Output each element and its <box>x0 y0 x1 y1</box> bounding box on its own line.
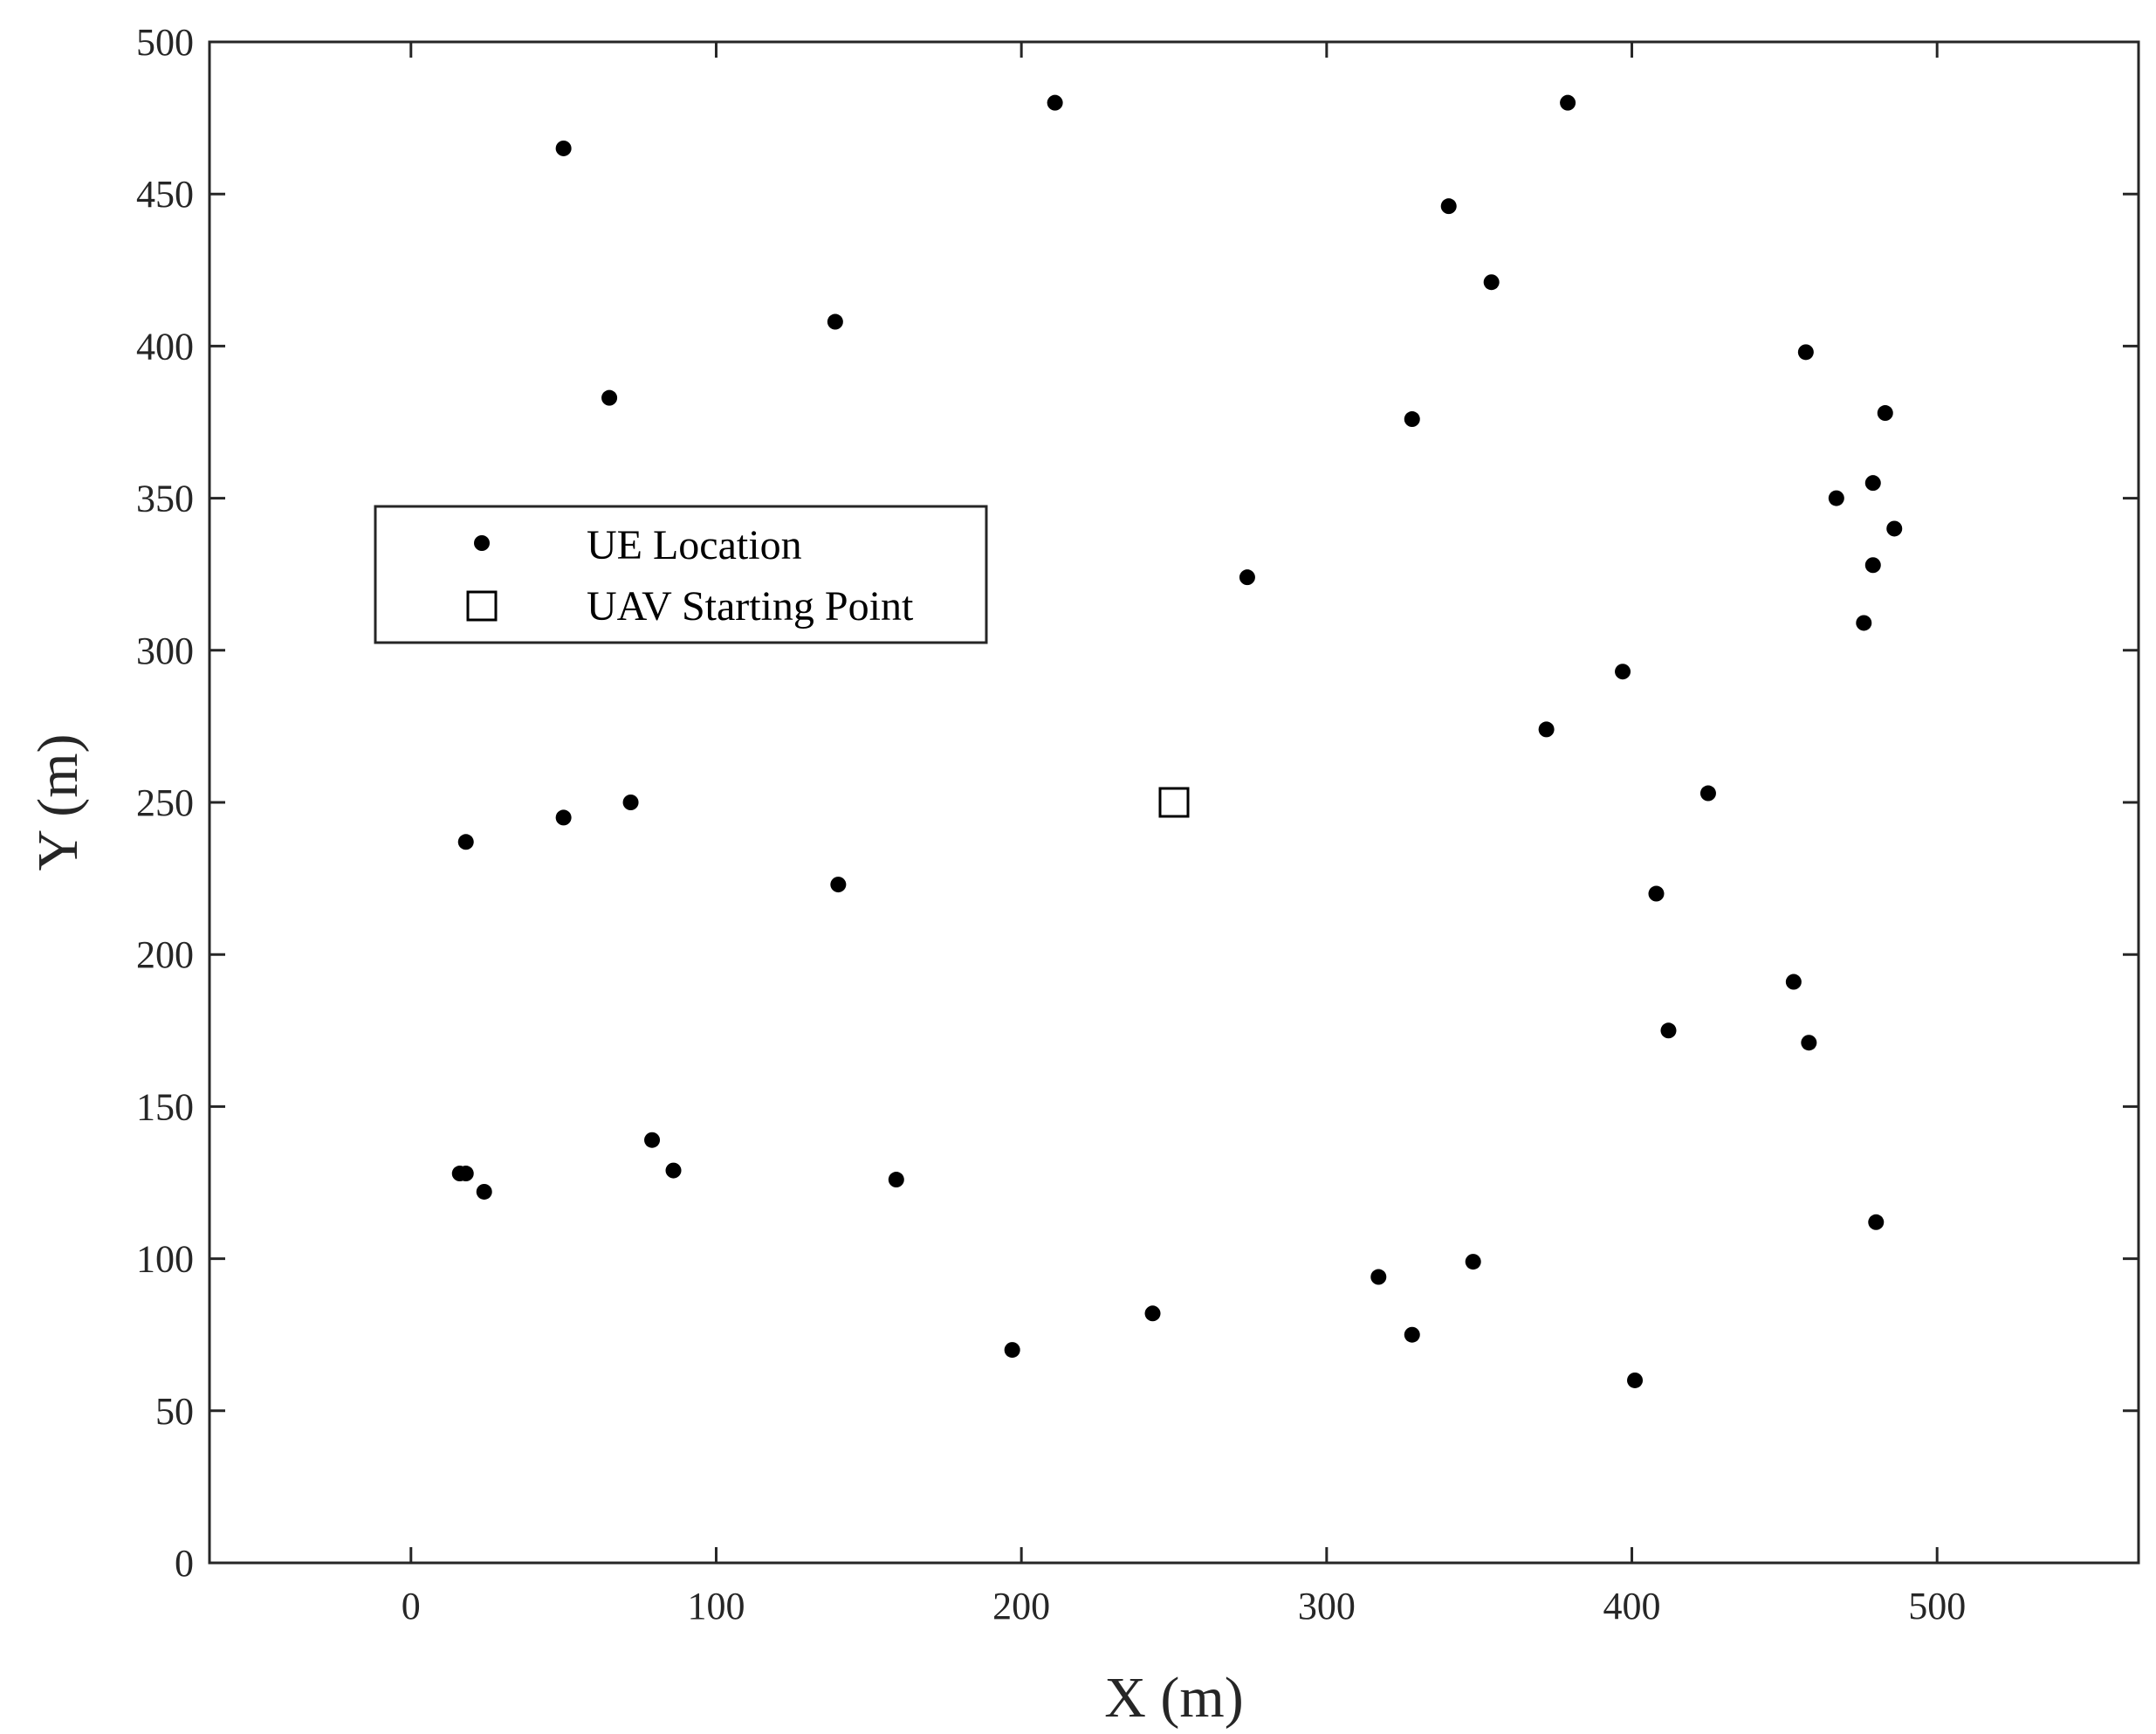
ue-location-point <box>1615 664 1631 680</box>
ue-location-point <box>1538 721 1555 738</box>
ue-location-point <box>457 834 474 850</box>
ue-location-point <box>1440 198 1457 215</box>
legend-marker-uav-starting-point <box>466 590 498 622</box>
y-tick-label: 450 <box>136 173 194 216</box>
legend-label-ue-location: UE Location <box>587 522 802 568</box>
ue-location-point <box>555 809 572 826</box>
ue-location-point <box>1828 490 1844 506</box>
y-tick-label: 0 <box>175 1542 194 1585</box>
ue-location-point <box>601 389 618 406</box>
ue-location-point <box>1699 785 1716 802</box>
ue-location-point <box>555 140 572 156</box>
ue-location-point <box>1868 1214 1885 1230</box>
ue-location-point <box>665 1162 682 1179</box>
ue-location-point <box>644 1132 661 1148</box>
x-tick-label: 500 <box>1908 1585 1966 1627</box>
ue-location-point <box>1404 1326 1420 1343</box>
y-tick-label: 250 <box>136 781 194 824</box>
ue-location-point <box>622 795 639 810</box>
ue-location-point <box>1864 557 1881 574</box>
ue-location-point <box>827 313 843 330</box>
y-tick-label: 350 <box>136 478 194 520</box>
ue-location-point <box>1785 974 1802 990</box>
ue-location-point <box>1560 94 1576 111</box>
legend: UE Location UAV Starting Point <box>374 505 988 644</box>
ue-location-point <box>1144 1305 1161 1322</box>
x-axis-ticks: 0 100 200 300 400 500 <box>402 42 1966 1627</box>
x-axis-label: X (m) <box>1104 1666 1243 1730</box>
ue-location-point <box>1856 615 1872 631</box>
ue-location-point <box>1648 885 1665 902</box>
ue-location-point <box>1047 94 1063 111</box>
legend-label-uav-starting-point: UAV Starting Point <box>587 583 914 630</box>
y-axis-label: Y (m) <box>26 733 90 870</box>
ue-location-point <box>888 1172 904 1188</box>
x-tick-label: 300 <box>1298 1585 1356 1627</box>
ue-location-point <box>476 1183 492 1200</box>
ue-location-point <box>1465 1254 1481 1270</box>
ue-location-point <box>1627 1372 1644 1388</box>
ue-location-point <box>1660 1022 1677 1039</box>
y-tick-label: 100 <box>136 1238 194 1281</box>
y-axis-ticks: 0 50 100 150 200 250 300 350 400 450 500 <box>136 21 2139 1585</box>
ue-location-point <box>457 1166 474 1182</box>
x-tick-label: 0 <box>402 1585 421 1627</box>
ue-location-point <box>1404 411 1420 428</box>
y-tick-label: 300 <box>136 630 194 672</box>
legend-marker-ue-location <box>474 535 490 551</box>
ue-location-point <box>1004 1342 1020 1359</box>
plot-area-frame <box>208 40 2140 1565</box>
ue-location-point <box>1801 1035 1817 1051</box>
y-tick-label: 150 <box>136 1085 194 1128</box>
ue-location-point <box>1239 569 1255 586</box>
x-tick-label: 100 <box>687 1585 745 1627</box>
ue-location-point <box>830 877 847 893</box>
x-tick-label: 400 <box>1603 1585 1661 1627</box>
ue-location-point <box>1864 475 1881 492</box>
ue-location-point <box>1797 344 1814 361</box>
ue-location-point <box>1886 520 1903 537</box>
ue-location-point <box>1483 274 1500 291</box>
uav-starting-point-marker <box>1158 787 1190 818</box>
ue-location-point <box>1370 1269 1387 1285</box>
y-tick-label: 200 <box>136 933 194 976</box>
x-tick-label: 200 <box>992 1585 1050 1627</box>
y-tick-label: 400 <box>136 325 194 368</box>
y-tick-label: 500 <box>136 21 194 64</box>
ue-location-point <box>1877 405 1893 422</box>
data-points <box>451 94 1903 1388</box>
y-tick-label: 50 <box>155 1390 194 1433</box>
